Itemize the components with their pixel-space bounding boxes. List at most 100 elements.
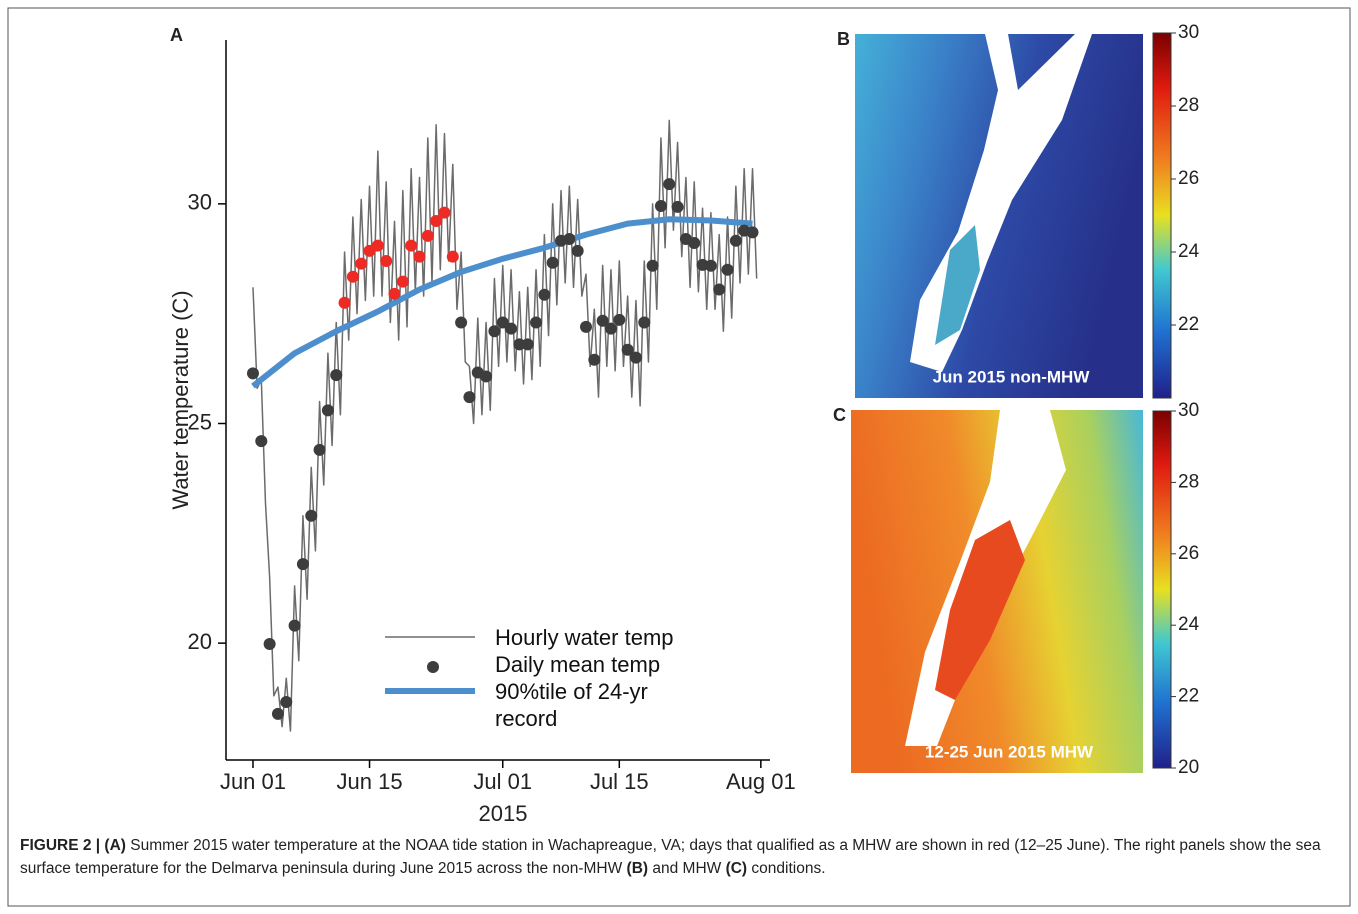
- panel-label: A: [170, 25, 183, 45]
- daily-mean-point: [263, 638, 276, 651]
- daily-mean-point: [613, 313, 626, 326]
- caption-text: FIGURE 2 | (A): [20, 837, 126, 854]
- daily-mean-point: [580, 320, 593, 333]
- daily-mean-point: [704, 259, 717, 272]
- daily-mean-point: [654, 200, 667, 213]
- daily-mean-point: [505, 322, 518, 335]
- daily-mean-point: [513, 338, 526, 351]
- daily-mean-point: [530, 316, 543, 329]
- daily-mean-point: [396, 275, 409, 288]
- colorbar-tick-label: 24: [1178, 614, 1200, 635]
- daily-mean-point: [746, 226, 759, 239]
- colorbar: [1152, 32, 1172, 399]
- caption: FIGURE 2 | (A) Summer 2015 water tempera…: [20, 834, 1340, 880]
- x-tick-label: Jul 01: [473, 769, 532, 794]
- legend-label: Hourly water temp: [495, 625, 674, 650]
- colorbar-tick-label: 26: [1178, 168, 1199, 189]
- x-axis-label: 2015: [479, 801, 528, 826]
- daily-mean-point: [313, 443, 326, 456]
- daily-mean-point: [446, 250, 459, 263]
- daily-mean-point: [280, 696, 293, 709]
- colorbar-tick-label: 30: [1178, 22, 1199, 43]
- daily-mean-point: [355, 257, 368, 270]
- y-tick-label: 20: [188, 629, 212, 654]
- daily-mean-point: [671, 200, 684, 213]
- daily-mean-point: [388, 287, 401, 300]
- legend-label: 90%tile of 24-yr record: [495, 679, 648, 731]
- daily-mean-point: [305, 509, 318, 522]
- daily-mean-point: [371, 239, 384, 252]
- bay-water: [935, 520, 1025, 700]
- caption-text: conditions.: [747, 860, 826, 877]
- daily-mean-point: [413, 250, 426, 263]
- daily-mean-point: [430, 214, 443, 227]
- daily-mean-point: [380, 254, 393, 267]
- daily-mean-point: [663, 178, 676, 191]
- caption-text: (C): [725, 860, 748, 877]
- daily-mean-point: [521, 338, 534, 351]
- daily-mean-point: [604, 322, 617, 335]
- daily-mean-point: [729, 234, 742, 247]
- daily-mean-point: [405, 239, 418, 252]
- x-tick-label: Aug 01: [726, 769, 796, 794]
- daily-mean-point: [330, 369, 343, 382]
- bay-water: [935, 225, 980, 345]
- daily-mean-point: [455, 316, 468, 329]
- daily-mean-point: [621, 343, 634, 356]
- daily-mean-point: [496, 316, 509, 329]
- x-tick-label: Jul 15: [590, 769, 649, 794]
- daily-mean-point: [546, 256, 559, 269]
- map-annotation: Jun 2015 non-MHW: [933, 367, 1091, 386]
- series-line: [252, 119, 758, 732]
- daily-mean-point: [629, 351, 642, 364]
- daily-mean-point: [463, 391, 476, 404]
- daily-mean-point: [421, 229, 434, 242]
- daily-mean-point: [538, 288, 551, 301]
- colorbar-tick-label: 20: [1178, 757, 1199, 778]
- colorbar-tick-label: 30: [1178, 400, 1199, 421]
- daily-mean-point: [255, 435, 268, 448]
- legend: Hourly water temp Daily mean temp 90%tile …: [495, 624, 695, 732]
- daily-mean-point: [488, 325, 501, 338]
- caption-text: Summer 2015 water temperature at the NOA…: [20, 837, 1321, 877]
- y-tick-label: 30: [188, 190, 212, 215]
- colorbar-tick-label: 28: [1178, 471, 1199, 492]
- daily-mean-point: [338, 296, 351, 309]
- daily-mean-point: [638, 316, 651, 329]
- y-tick-label: 25: [188, 409, 212, 434]
- legend-label: Daily mean temp: [495, 652, 661, 677]
- panel-label: B: [837, 29, 850, 49]
- daily-mean-point: [480, 370, 493, 383]
- daily-mean-point: [288, 619, 301, 632]
- legend-swatch: [427, 661, 439, 673]
- daily-mean-point: [688, 236, 701, 249]
- daily-mean-point: [713, 283, 726, 296]
- panel-label: C: [833, 405, 846, 425]
- daily-mean-point: [346, 270, 359, 283]
- x-tick-label: Jun 15: [337, 769, 403, 794]
- daily-mean-point: [321, 404, 334, 417]
- daily-mean-point: [296, 558, 309, 571]
- colorbar-tick-label: 22: [1178, 686, 1199, 707]
- colorbar-tick-label: 28: [1178, 95, 1199, 116]
- caption-text: and MHW: [648, 860, 726, 877]
- daily-mean-point: [596, 314, 609, 327]
- daily-mean-point: [721, 263, 734, 276]
- daily-mean-point: [588, 353, 601, 366]
- caption-text: (B): [626, 860, 649, 877]
- figure-frame: [7, 7, 1351, 907]
- colorbar-tick-label: 26: [1178, 543, 1199, 564]
- map-annotation: 12-25 Jun 2015 MHW: [925, 742, 1094, 761]
- colorbar-tick-label: 24: [1178, 241, 1200, 262]
- daily-mean-point: [438, 206, 451, 219]
- daily-mean-point: [563, 232, 576, 245]
- daily-mean-point: [646, 259, 659, 272]
- daily-mean-point: [571, 244, 584, 257]
- y-axis-label: Water temperature (C): [168, 290, 193, 509]
- colorbar: [1152, 410, 1172, 769]
- colorbar-tick-label: 22: [1178, 314, 1199, 335]
- daily-mean-point: [246, 367, 259, 380]
- series-line: [251, 216, 753, 389]
